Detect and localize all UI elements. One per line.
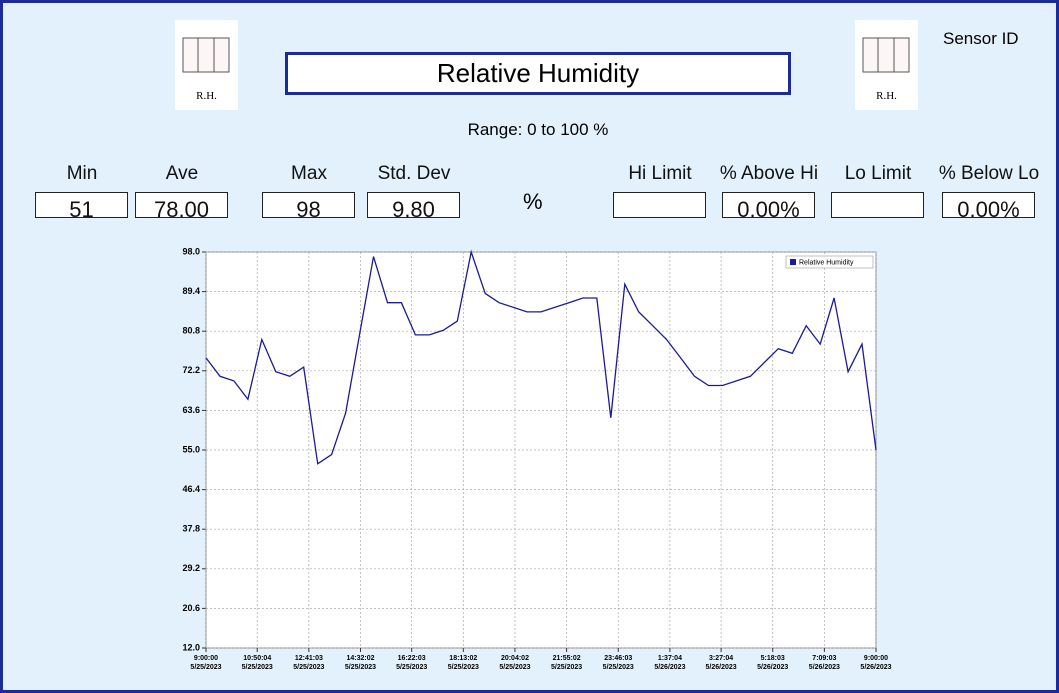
icon-graphic [182, 37, 230, 73]
icon-graphic [862, 37, 910, 73]
x-tick-label: 20:04:02 [501, 655, 529, 662]
x-tick-label: 5:18:03 [761, 655, 785, 662]
y-tick-label: 55.0 [182, 444, 200, 454]
x-tick-label: 9:00:00 [194, 655, 218, 662]
x-tick-label: 5/25/2023 [551, 664, 582, 671]
y-tick-label: 37.8 [182, 524, 200, 534]
x-tick-label: 5/25/2023 [499, 664, 530, 671]
y-tick-label: 80.8 [182, 326, 200, 336]
y-tick-label: 89.4 [182, 286, 200, 296]
data-line [205, 249, 877, 465]
y-tick-label: 98.0 [182, 246, 200, 256]
x-tick-label: 9:00:00 [864, 655, 888, 662]
x-tick-label: 7:09:03 [812, 655, 836, 662]
x-tick-label: 14:32:02 [346, 655, 374, 662]
limit-label: % Below Lo [938, 163, 1040, 184]
limit-value: 0.00% [722, 192, 815, 218]
limit-value [831, 192, 924, 218]
x-tick-label: 5/25/2023 [293, 664, 324, 671]
legend-swatch [790, 259, 796, 265]
limit-value [613, 192, 706, 218]
x-tick-label: 5/26/2023 [860, 664, 891, 671]
sensor-id: Sensor ID [943, 29, 1019, 48]
y-tick-label: 12.0 [182, 642, 200, 652]
x-tick-label: 5/25/2023 [242, 664, 273, 671]
stat-value: 9.80 [367, 192, 460, 218]
x-tick-label: 1:37:04 [658, 655, 682, 662]
stat-label: Std. Dev [377, 163, 451, 184]
x-tick-label: 5/26/2023 [809, 664, 840, 671]
x-tick-label: 5/25/2023 [396, 664, 427, 671]
x-tick-label: 5/25/2023 [190, 664, 221, 671]
stat-value: 78.00 [135, 192, 228, 218]
x-tick-label: 12:41:03 [295, 655, 323, 662]
x-tick-label: 5/25/2023 [345, 664, 376, 671]
x-tick-label: 21:55:02 [553, 655, 581, 662]
y-tick-label: 63.6 [182, 405, 200, 415]
x-tick-label: 16:22:03 [398, 655, 426, 662]
legend-box [785, 255, 874, 269]
limit-label: Lo Limit [844, 163, 912, 184]
stat-label: Max [291, 163, 327, 184]
stat-value: 51 [35, 192, 128, 218]
y-tick-label: 29.2 [182, 563, 200, 573]
x-tick-label: 5/25/2023 [448, 664, 479, 671]
y-tick-label: 46.4 [182, 484, 200, 494]
title: Relative Humidity [285, 52, 791, 95]
limit-value: 0.00% [942, 192, 1035, 218]
y-tick-label: 20.6 [182, 603, 200, 613]
plot-area [205, 251, 877, 649]
icon-label: R.H. [196, 90, 217, 102]
icon: R.H. [175, 20, 238, 110]
y-tick-label: 72.2 [182, 365, 200, 375]
limit-label: Hi Limit [628, 163, 692, 184]
range: Range: 0 to 100 % [467, 120, 609, 139]
x-tick-label: 18:13:02 [449, 655, 477, 662]
unit: % [523, 189, 543, 214]
x-tick-label: 23:46:03 [604, 655, 632, 662]
stat-value: 98 [262, 192, 355, 218]
x-tick-label: 5/25/2023 [603, 664, 634, 671]
icon-label: R.H. [876, 90, 897, 102]
icon: R.H. [855, 20, 918, 110]
legend-label: Relative Humidity [799, 259, 854, 266]
x-tick-label: 5/26/2023 [706, 664, 737, 671]
x-tick-label: 3:27:04 [709, 655, 733, 662]
limit-label: % Above Hi [719, 163, 819, 184]
x-tick-label: 10:50:04 [243, 655, 271, 662]
stat-label: Ave [165, 163, 199, 184]
x-tick-label: 5/26/2023 [654, 664, 685, 671]
x-tick-label: 5/26/2023 [757, 664, 788, 671]
stat-label: Min [66, 163, 98, 184]
